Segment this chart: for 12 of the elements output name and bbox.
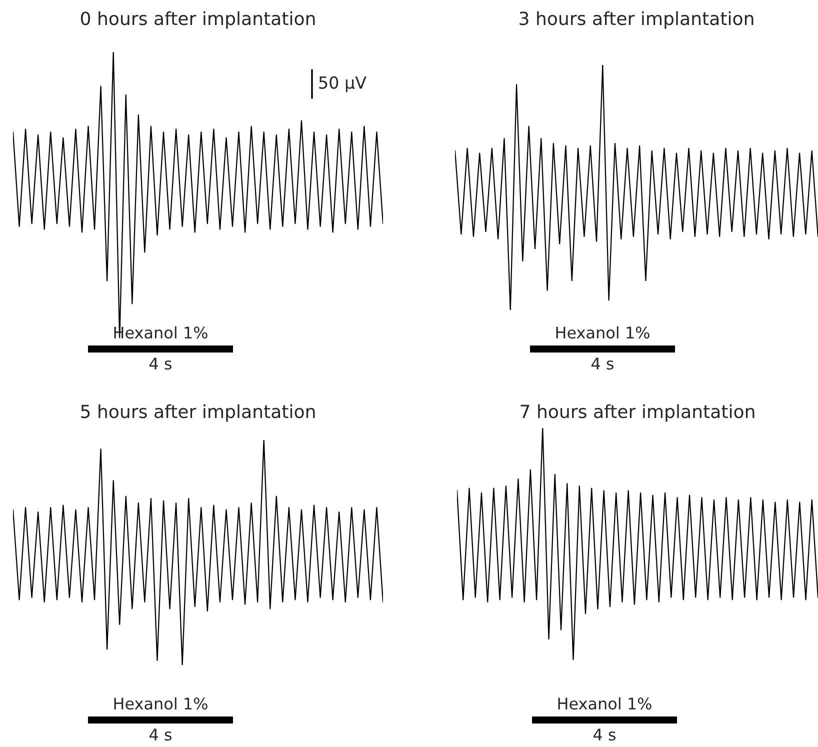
text: 4 s bbox=[592, 358, 614, 370]
text: 4 s bbox=[150, 728, 172, 741]
chart-title: 0 hours after implantation bbox=[80, 11, 315, 29]
text: Hexanol 1% bbox=[556, 326, 650, 339]
text: Hexanol 1% bbox=[558, 697, 652, 710]
chart-title: 3 hours after implantation bbox=[520, 11, 754, 29]
text: Hexanol 1% bbox=[114, 697, 208, 710]
text: 4 s bbox=[594, 728, 616, 741]
chart-title: 5 hours after implantation bbox=[81, 404, 315, 422]
text: 4 s bbox=[150, 358, 172, 370]
annotation: 50 µV bbox=[319, 76, 366, 92]
chart-title: 7 hours after implantation bbox=[520, 404, 754, 422]
